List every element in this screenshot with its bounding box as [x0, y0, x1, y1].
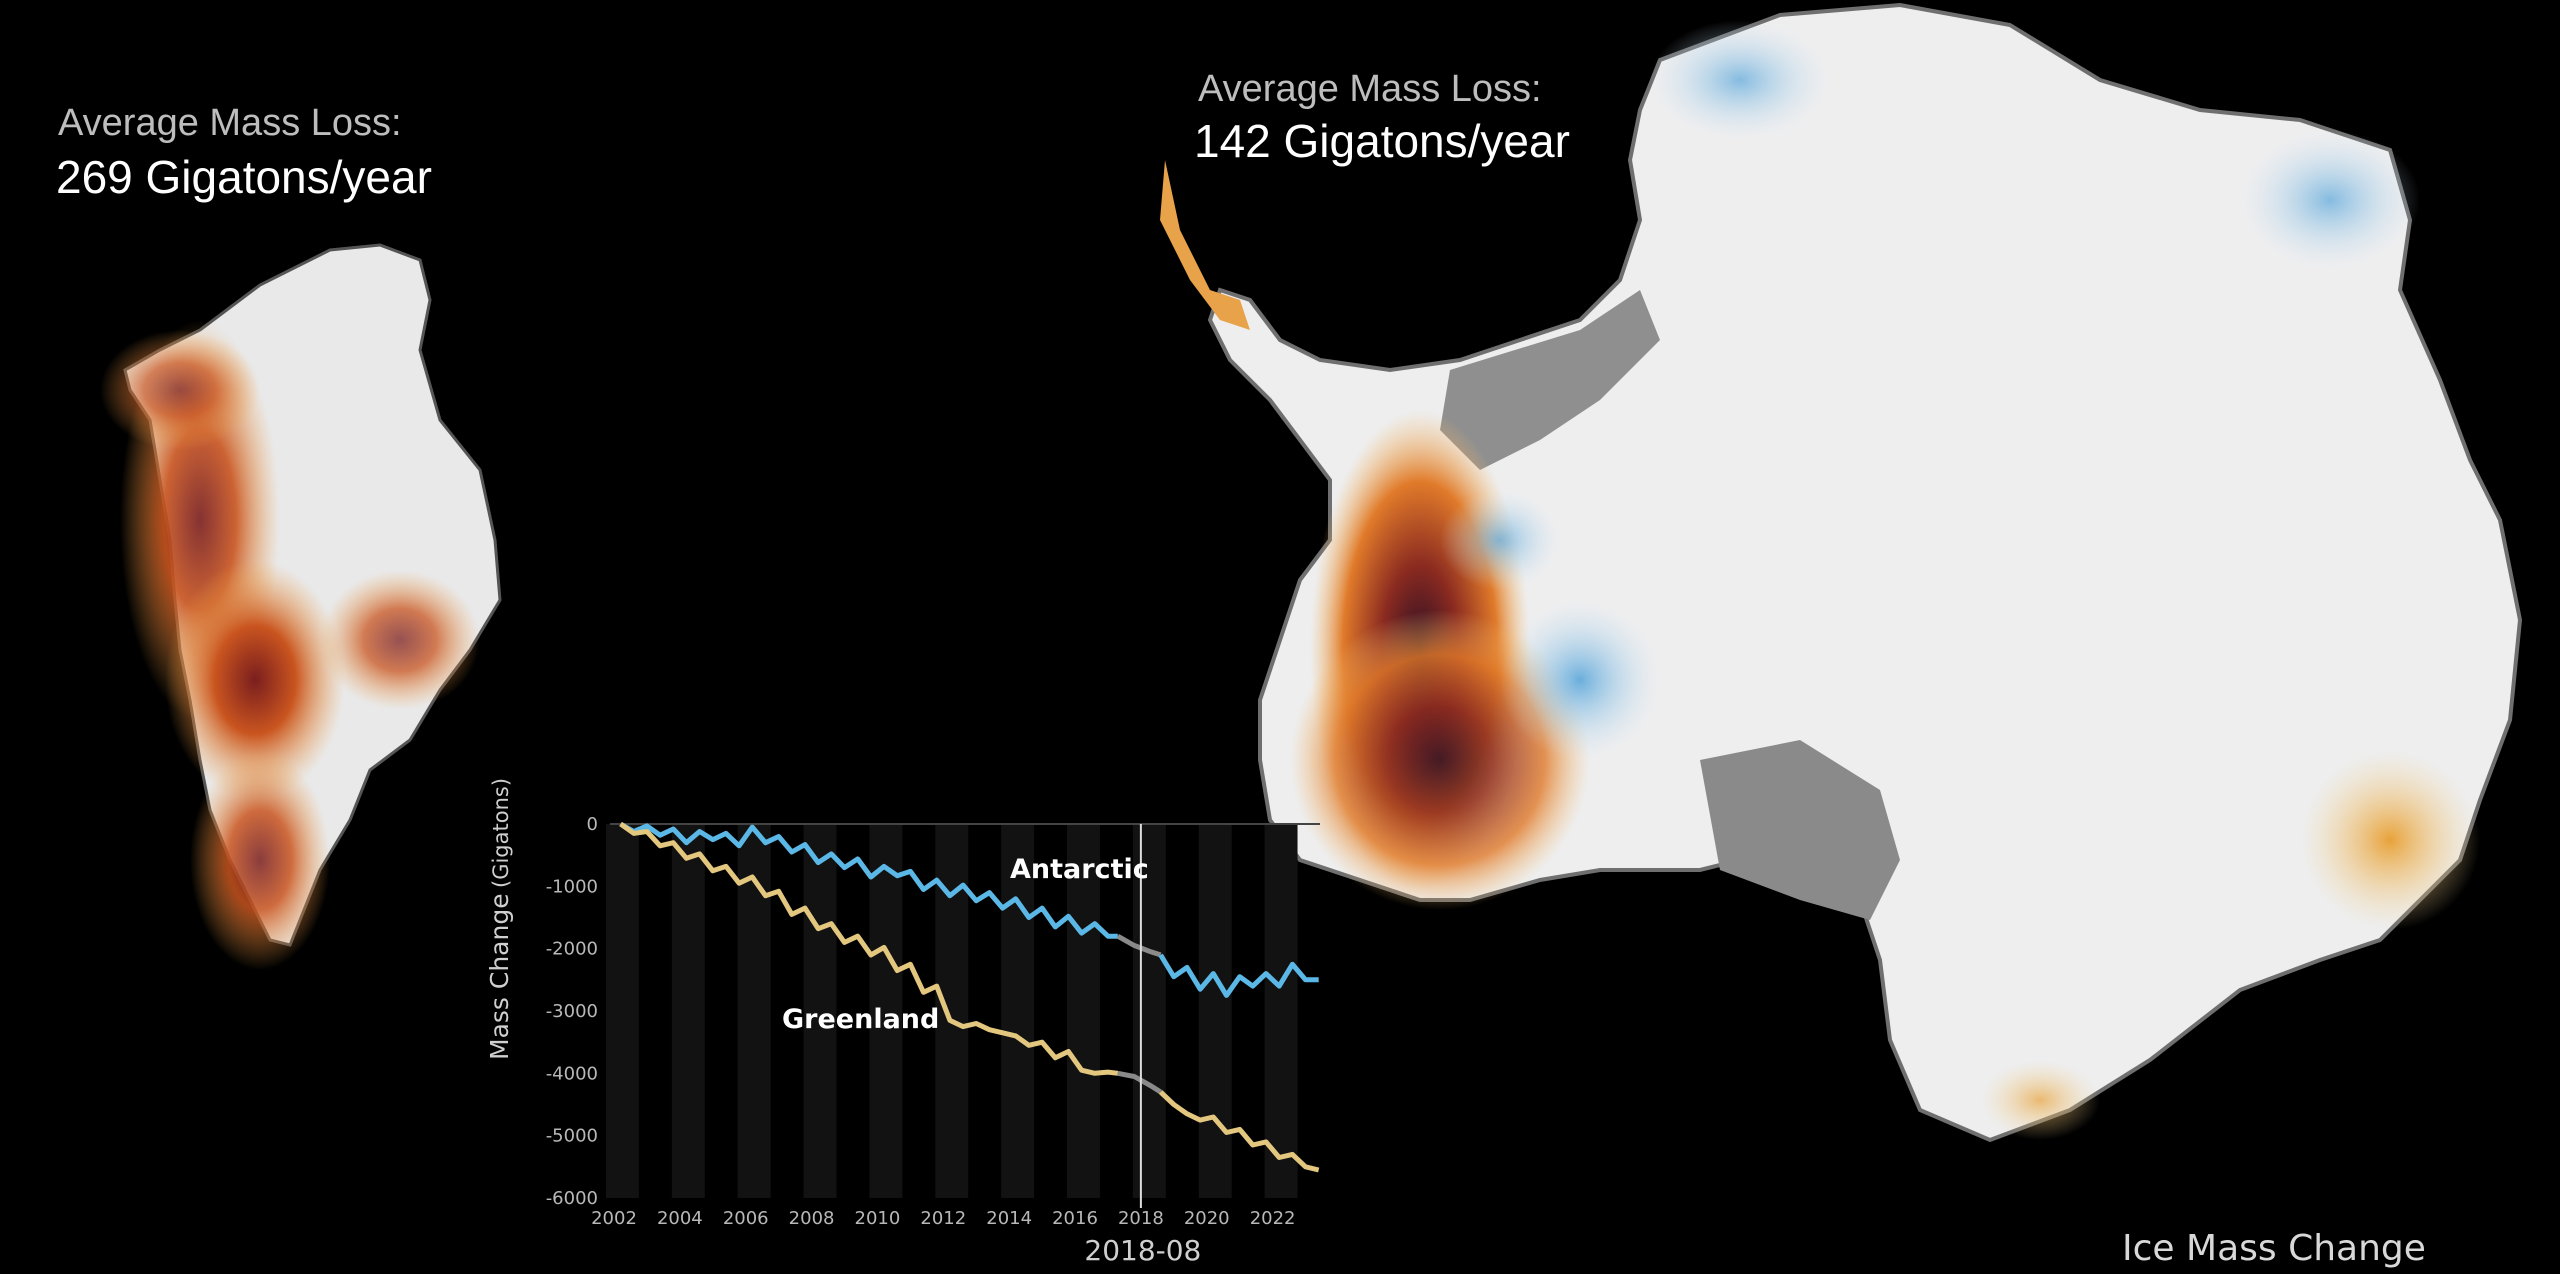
- y-axis-title: Mass Change (Gigatons): [485, 778, 514, 1060]
- x-tick-label: 2002: [591, 1208, 637, 1229]
- x-tick-label: 2006: [723, 1208, 769, 1229]
- x-tick-label: 2010: [855, 1208, 901, 1229]
- series-gap-antarctic: [1116, 934, 1162, 958]
- series-lines: [619, 821, 1320, 1173]
- year-band: [606, 824, 639, 1198]
- y-tick-label: -5000: [546, 1126, 598, 1147]
- year-band: [869, 824, 903, 1198]
- caption: Ice Mass Change: [2122, 1228, 2426, 1269]
- antarctica-mass-loss-value: 142 Gigatons/year: [1194, 115, 1570, 167]
- y-tick-label: -4000: [546, 1063, 598, 1084]
- y-tick-label: -2000: [546, 939, 598, 960]
- series-label-greenland: Greenland: [782, 1004, 939, 1035]
- year-band: [737, 824, 771, 1198]
- y-axis-label: Mass Change: [485, 893, 514, 1060]
- year-band: [1001, 824, 1035, 1198]
- series-line-greenland: [619, 821, 1119, 1076]
- x-tick-label: 2022: [1250, 1208, 1296, 1229]
- ice-mass-chart: 0 -1000 -2000 -3000 -4000 -5000 -6000 2002 2004…: [485, 778, 1320, 1267]
- year-band: [1132, 824, 1166, 1198]
- y-tick-label: -1000: [546, 876, 598, 897]
- year-band: [803, 824, 837, 1198]
- y-axis-unit: (Gigatons): [489, 778, 513, 888]
- x-tick-label: 2008: [789, 1208, 835, 1229]
- current-date-label: 2018-08: [1084, 1234, 1201, 1267]
- y-tick-label: 0: [587, 814, 598, 835]
- greenland-mass-loss-label: Average Mass Loss:: [58, 102, 402, 144]
- series-gap-greenland: [1117, 1070, 1162, 1095]
- y-tick-labels: 0 -1000 -2000 -3000 -4000 -5000 -6000: [546, 814, 598, 1209]
- x-tick-label: 2012: [920, 1208, 966, 1229]
- greenland-mass-loss-value: 269 Gigatons/year: [56, 151, 432, 203]
- series-label-antarctic: Antarctic: [1010, 854, 1149, 885]
- greenland-map: [100, 243, 502, 970]
- series-line-greenland-post: [1158, 1090, 1320, 1173]
- year-band: [1067, 824, 1100, 1198]
- year-band: [671, 824, 705, 1198]
- year-bands: [606, 824, 1298, 1198]
- x-tick-labels: 2002 2004 2006 2008 2010 2012 2014 2016 2018 2020…: [591, 1208, 1295, 1229]
- y-tick-label: -6000: [546, 1188, 598, 1209]
- antarctica-map: [1160, 2, 2523, 1143]
- antarctica-mass-loss-label: Average Mass Loss:: [1198, 68, 1542, 110]
- year-band: [1264, 824, 1298, 1198]
- x-tick-label: 2018: [1118, 1208, 1164, 1229]
- x-tick-label: 2020: [1184, 1208, 1230, 1229]
- y-tick-label: -3000: [546, 1001, 598, 1022]
- year-band: [1198, 824, 1232, 1198]
- series-line-antarctic-post: [1158, 953, 1319, 998]
- x-tick-label: 2004: [657, 1208, 703, 1229]
- year-band: [935, 824, 969, 1198]
- series-line-antarctic: [619, 821, 1118, 939]
- x-tick-label: 2016: [1052, 1208, 1098, 1229]
- x-tick-label: 2014: [986, 1208, 1032, 1229]
